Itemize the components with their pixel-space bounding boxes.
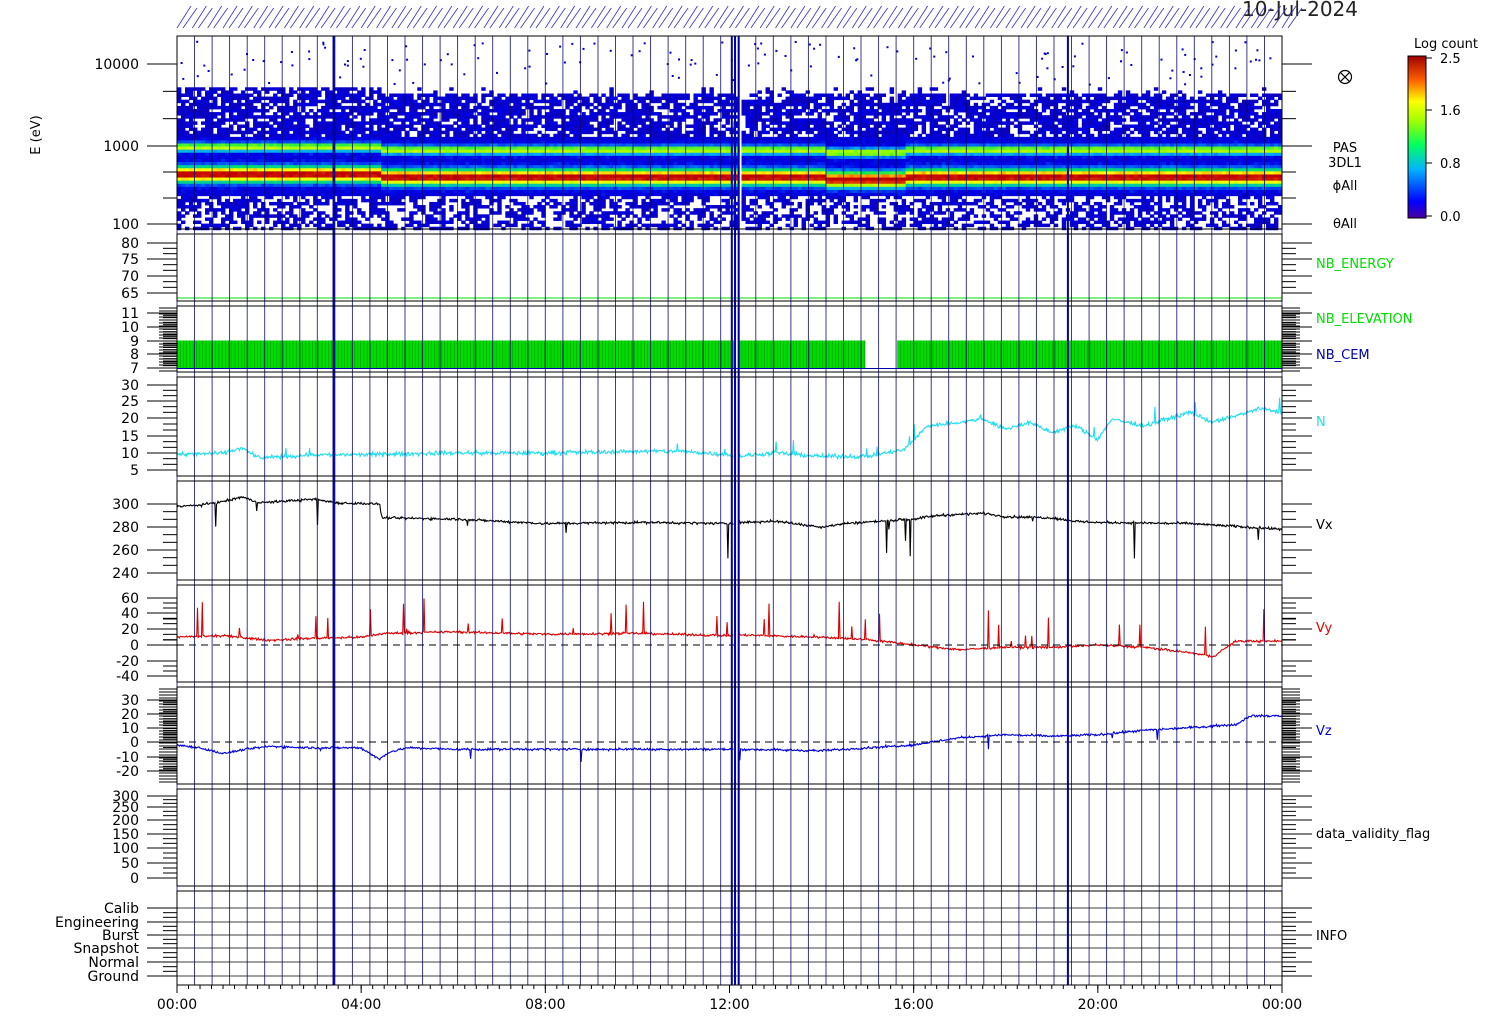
series-line-vy <box>177 598 1282 659</box>
energy-spectrogram <box>177 36 1282 231</box>
colorbar-tick: 1.6 <box>1440 104 1461 119</box>
ytick-label-vz: -10 <box>116 750 139 766</box>
panel-frame-info <box>176 890 1283 986</box>
ytick-label-density: 20 <box>121 411 139 427</box>
panel-frames <box>147 35 1312 993</box>
series-label-vx: Vx <box>1316 518 1333 533</box>
ytick-label-info: Calib <box>104 901 139 917</box>
ytick-label-vz: -20 <box>116 764 139 780</box>
nb-elevation-band <box>738 340 866 368</box>
ytick-label-vy: -40 <box>116 669 139 685</box>
ytick-label-nb_energy: 65 <box>121 286 139 302</box>
ytick-label-validity: 300 <box>112 789 139 805</box>
ytick-label-info: Engineering <box>55 915 139 931</box>
colorbar: Log count 2.5 1.6 0.8 0.0 <box>1407 37 1478 225</box>
series-line-vz <box>177 713 1282 762</box>
panel-frame-vx <box>176 480 1283 581</box>
ytick-label-info: Ground <box>88 969 140 985</box>
ytick-label-validity: 150 <box>112 827 139 843</box>
series-label-vz: Vz <box>1316 724 1332 739</box>
xtick-label: 00:00 <box>1262 997 1302 1013</box>
ytick-label-vx: 260 <box>112 543 139 559</box>
ytick-label-info: Snapshot <box>74 941 140 957</box>
colorbar-scale <box>1407 55 1427 219</box>
ytick-label-nb_energy: 75 <box>121 252 139 268</box>
ytick-label-nb_elevation: 7 <box>130 361 139 377</box>
ytick-label-vy: -20 <box>116 654 139 670</box>
axis-labels: 10000100010080757065NB_ENERGY1110987NB_E… <box>29 57 1430 1013</box>
spectrogram-label: 3DL1 <box>1328 156 1362 171</box>
ytick-label-vy: 60 <box>121 591 139 607</box>
ytick-label-density: 10 <box>121 446 139 462</box>
xtick-label: 20:00 <box>1078 997 1118 1013</box>
ytick-label-nb_energy: 70 <box>121 269 139 285</box>
panel-frame-density <box>176 376 1283 477</box>
panel-frame-vz <box>176 686 1283 785</box>
series-label-vy: Vy <box>1316 621 1333 636</box>
ytick-label-nb_elevation: 8 <box>130 347 139 363</box>
colorbar-tick: 0.0 <box>1440 210 1461 225</box>
ytick-label-spectrogram: 10000 <box>94 57 139 73</box>
ytick-label-validity: 0 <box>130 871 139 887</box>
time-markers <box>176 5 1303 985</box>
ytick-label-density: 25 <box>121 394 139 410</box>
panel-frame-validity <box>176 788 1283 887</box>
spectrogram-label: PAS <box>1333 141 1357 156</box>
ytick-label-nb_elevation: 9 <box>130 334 139 350</box>
ytick-label-vz: 30 <box>121 693 139 709</box>
spectrogram-ylabel: E (eV) <box>29 115 44 154</box>
series-label-data_validity_flag: data_validity_flag <box>1316 827 1430 842</box>
panel-frame-vy <box>176 584 1283 683</box>
ytick-label-vz: 0 <box>130 735 139 751</box>
series-label-nb_elevation: NB_ELEVATION <box>1316 312 1413 327</box>
xtick-label: 04:00 <box>341 997 381 1013</box>
series-label-nb_cem: NB_CEM <box>1316 348 1370 363</box>
ytick-label-validity: 200 <box>112 813 139 829</box>
ytick-label-density: 30 <box>121 378 139 394</box>
ytick-label-validity: 250 <box>112 800 139 816</box>
ytick-label-vy: 40 <box>121 606 139 622</box>
colorbar-tick: 2.5 <box>1440 52 1461 67</box>
ytick-label-validity: 100 <box>112 841 139 857</box>
ytick-label-nb_elevation: 10 <box>121 320 139 336</box>
xtick-label: 00:00 <box>157 997 197 1013</box>
colorbar-title: Log count <box>1414 37 1478 52</box>
ytick-label-info: Burst <box>102 928 140 944</box>
xtick-label: 12:00 <box>709 997 749 1013</box>
ytick-label-nb_energy: 80 <box>121 236 139 252</box>
series-line-vx <box>177 495 1282 559</box>
colorbar-tick: 0.8 <box>1440 157 1461 172</box>
series-line-n <box>177 397 1282 461</box>
direction-into-page-icon <box>1337 69 1353 85</box>
ytick-label-info: Normal <box>88 955 139 971</box>
xtick-label: 16:00 <box>893 997 933 1013</box>
ytick-label-vx: 300 <box>112 497 139 513</box>
ytick-label-vx: 240 <box>112 566 139 582</box>
ytick-label-spectrogram: 1000 <box>103 139 139 155</box>
series-label-nb_energy: NB_ENERGY <box>1316 257 1394 272</box>
nb-elevation-band <box>897 340 1282 368</box>
xtick-label: 08:00 <box>525 997 565 1013</box>
ytick-label-spectrogram: 100 <box>112 217 139 233</box>
panel-frame-spectrogram <box>176 35 1283 230</box>
ytick-label-nb_elevation: 11 <box>121 306 139 322</box>
series-label-info: INFO <box>1316 929 1347 944</box>
spectrogram-label: ϕAll <box>1333 179 1358 194</box>
ytick-label-vy: 20 <box>121 622 139 638</box>
ytick-label-vy: 0 <box>130 638 139 654</box>
panel-frame-nb_energy <box>176 233 1283 302</box>
ytick-label-density: 15 <box>121 429 139 445</box>
ytick-label-vz: 10 <box>121 721 139 737</box>
ytick-label-vz: 20 <box>121 707 139 723</box>
data-series <box>177 297 1282 977</box>
ytick-label-density: 5 <box>130 463 139 479</box>
ytick-label-validity: 50 <box>121 856 139 872</box>
ytick-label-vx: 280 <box>112 520 139 536</box>
spectrogram-label: θAll <box>1333 217 1357 232</box>
series-label-n: N <box>1316 415 1326 430</box>
